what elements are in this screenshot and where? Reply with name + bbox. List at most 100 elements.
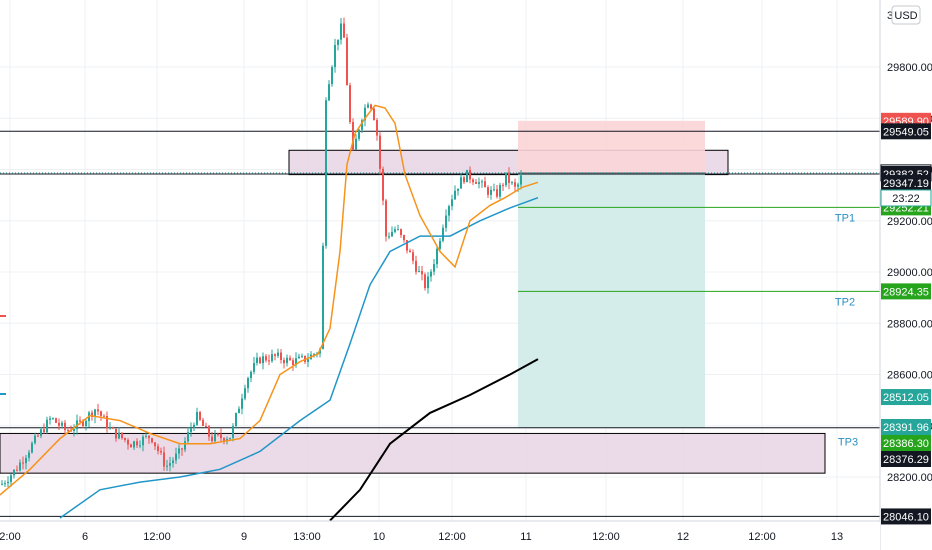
candle-body xyxy=(85,420,87,427)
candle-body xyxy=(262,356,264,364)
candle-body xyxy=(388,236,390,238)
candle-body xyxy=(475,182,477,184)
candle-body xyxy=(259,357,261,364)
candle-body xyxy=(376,120,378,136)
ma-orange-line xyxy=(0,104,539,496)
price-tag xyxy=(881,451,931,467)
candle-body xyxy=(106,416,108,429)
candle-body xyxy=(520,175,522,185)
candle-body xyxy=(493,189,495,191)
candle-body xyxy=(358,129,360,139)
candle-body xyxy=(301,355,303,357)
candle-body xyxy=(463,177,465,183)
candle-body xyxy=(190,428,192,433)
price-tag-label: 28046.10 xyxy=(883,511,929,523)
candle-body xyxy=(79,420,81,422)
candle-body xyxy=(193,424,195,429)
tp-label: TP1 xyxy=(835,212,855,224)
time-axis[interactable]: 2:00 6 12:00 9 13:00 10 12:00 11 12:00 12 12:00 13 xyxy=(0,315,880,550)
candle-body xyxy=(412,252,414,261)
moving-averages xyxy=(0,104,539,522)
candle-body xyxy=(502,184,504,186)
candle-body xyxy=(451,199,453,207)
candle-body xyxy=(4,483,6,485)
candle-body xyxy=(439,240,441,249)
candle-body xyxy=(496,189,498,197)
candle-body xyxy=(202,419,204,426)
candle-body xyxy=(10,475,12,482)
candle-body xyxy=(298,356,300,359)
candle-body xyxy=(148,435,150,439)
candle-body xyxy=(430,271,432,277)
time-tick-label: 2:00 xyxy=(0,531,21,543)
countdown-tag xyxy=(880,189,932,207)
candle-body xyxy=(406,240,408,251)
candle-body xyxy=(232,426,234,438)
candle-body xyxy=(133,441,135,448)
candle-body xyxy=(472,179,474,183)
candle-body xyxy=(67,430,69,432)
time-tick-label: 12:00 xyxy=(143,531,171,543)
candle-body xyxy=(361,120,363,130)
price-tag xyxy=(881,419,931,435)
candle-body xyxy=(373,108,375,121)
currency-label: USD xyxy=(894,10,917,22)
candle-body xyxy=(127,439,129,445)
candle-body xyxy=(340,23,342,40)
candle-body xyxy=(121,432,123,438)
candle-body xyxy=(187,432,189,442)
take-profit-area xyxy=(518,172,705,428)
candle-body xyxy=(418,270,420,272)
candle-body xyxy=(346,37,348,86)
candle-body xyxy=(73,429,75,432)
price-axis[interactable]: 28200.0028400.0028600.0028800.0029000.00… xyxy=(879,0,932,550)
price-tag-label: 28386.30 xyxy=(883,438,929,450)
countdown-label: 23:22 xyxy=(892,193,920,205)
candle-body xyxy=(283,359,285,364)
candle-body xyxy=(235,413,237,427)
short-position-tool[interactable] xyxy=(518,120,705,428)
price-tick-label: 28800.00 xyxy=(887,318,932,330)
candle-body xyxy=(484,181,486,188)
candle-body xyxy=(409,250,411,253)
candle-body xyxy=(427,276,429,289)
candle-body xyxy=(241,398,243,409)
candle-body xyxy=(379,135,381,169)
time-axis-bg xyxy=(0,521,880,550)
candle-body xyxy=(229,437,231,440)
price-tick-label: 29000.00 xyxy=(887,267,932,279)
candle-body xyxy=(97,409,99,412)
candle-body xyxy=(169,463,171,466)
candle-body xyxy=(367,104,369,108)
candle-body xyxy=(124,437,126,440)
candle-body xyxy=(142,436,144,446)
candle-body xyxy=(454,190,456,200)
currency-badge[interactable]: USD xyxy=(891,5,921,25)
candle-body xyxy=(34,435,36,444)
candle-body xyxy=(25,457,27,464)
candle-body xyxy=(130,444,132,448)
time-tick-label: 13:00 xyxy=(293,531,321,543)
candle-body xyxy=(205,425,207,427)
candle-body xyxy=(214,433,216,442)
candle-body xyxy=(82,421,84,427)
candle-body xyxy=(238,408,240,414)
candle-body xyxy=(385,200,387,237)
candle-body xyxy=(178,448,180,454)
candle-body xyxy=(91,412,93,417)
candle-body xyxy=(415,260,417,272)
price-tick-label: 28600.00 xyxy=(887,370,932,382)
candle-body xyxy=(382,168,384,201)
horizontal-levels[interactable] xyxy=(0,130,880,517)
candle-body xyxy=(208,426,210,437)
left-marker xyxy=(0,393,6,395)
candle-body xyxy=(370,104,372,109)
candle-body xyxy=(481,181,483,183)
price-tick-label: 29200.00 xyxy=(887,216,932,228)
candle-body xyxy=(292,360,294,366)
candle-body xyxy=(94,409,96,417)
candle-body xyxy=(211,436,213,442)
candle-body xyxy=(403,235,405,241)
price-tag-label: 28376.29 xyxy=(883,454,929,466)
